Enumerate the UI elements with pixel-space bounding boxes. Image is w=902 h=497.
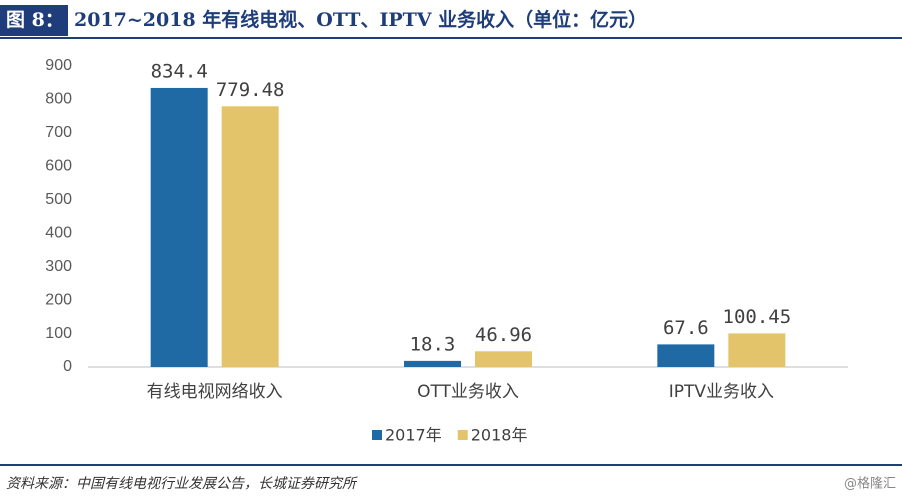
x-tick-label: OTT业务收入 bbox=[417, 382, 519, 402]
bar bbox=[221, 106, 279, 367]
figure-label: 图 8： bbox=[6, 9, 64, 31]
x-tick-label: 有线电视网络收入 bbox=[147, 382, 283, 402]
bar bbox=[728, 333, 786, 367]
y-tick-label: 300 bbox=[45, 258, 72, 275]
legend-label: 2018年 bbox=[471, 426, 528, 445]
y-tick-label: 800 bbox=[45, 91, 72, 108]
chart-title: 2017~2018 年有线电视、OTT、IPTV 业务收入（单位：亿元） bbox=[74, 8, 647, 31]
bar bbox=[657, 344, 715, 367]
y-tick-label: 400 bbox=[45, 224, 72, 241]
value-label: 100.45 bbox=[723, 306, 792, 328]
value-label: 779.48 bbox=[216, 79, 285, 101]
value-label: 18.3 bbox=[410, 333, 456, 355]
value-label: 46.96 bbox=[475, 324, 532, 346]
value-label: 834.4 bbox=[151, 60, 208, 82]
legend-label: 2017年 bbox=[385, 426, 442, 445]
y-tick-label: 0 bbox=[63, 358, 72, 375]
y-tick-label: 500 bbox=[45, 191, 72, 208]
x-tick-label: IPTV业务收入 bbox=[669, 382, 774, 402]
bar bbox=[404, 360, 461, 367]
legend-swatch bbox=[372, 430, 382, 440]
bar bbox=[475, 351, 532, 367]
value-label: 67.6 bbox=[663, 317, 709, 339]
source: 资料来源：中国有线电视行业发展公告，长城证券研究所 bbox=[6, 476, 358, 492]
y-tick-label: 600 bbox=[45, 158, 72, 175]
watermark: @格隆汇 bbox=[844, 476, 896, 492]
figure-label-box bbox=[0, 5, 68, 36]
y-tick-label: 200 bbox=[45, 291, 72, 308]
legend-swatch bbox=[457, 430, 468, 440]
y-tick-label: 700 bbox=[45, 124, 72, 141]
y-tick-label: 100 bbox=[45, 325, 72, 342]
bar bbox=[150, 87, 208, 368]
y-tick-label: 900 bbox=[45, 57, 72, 74]
